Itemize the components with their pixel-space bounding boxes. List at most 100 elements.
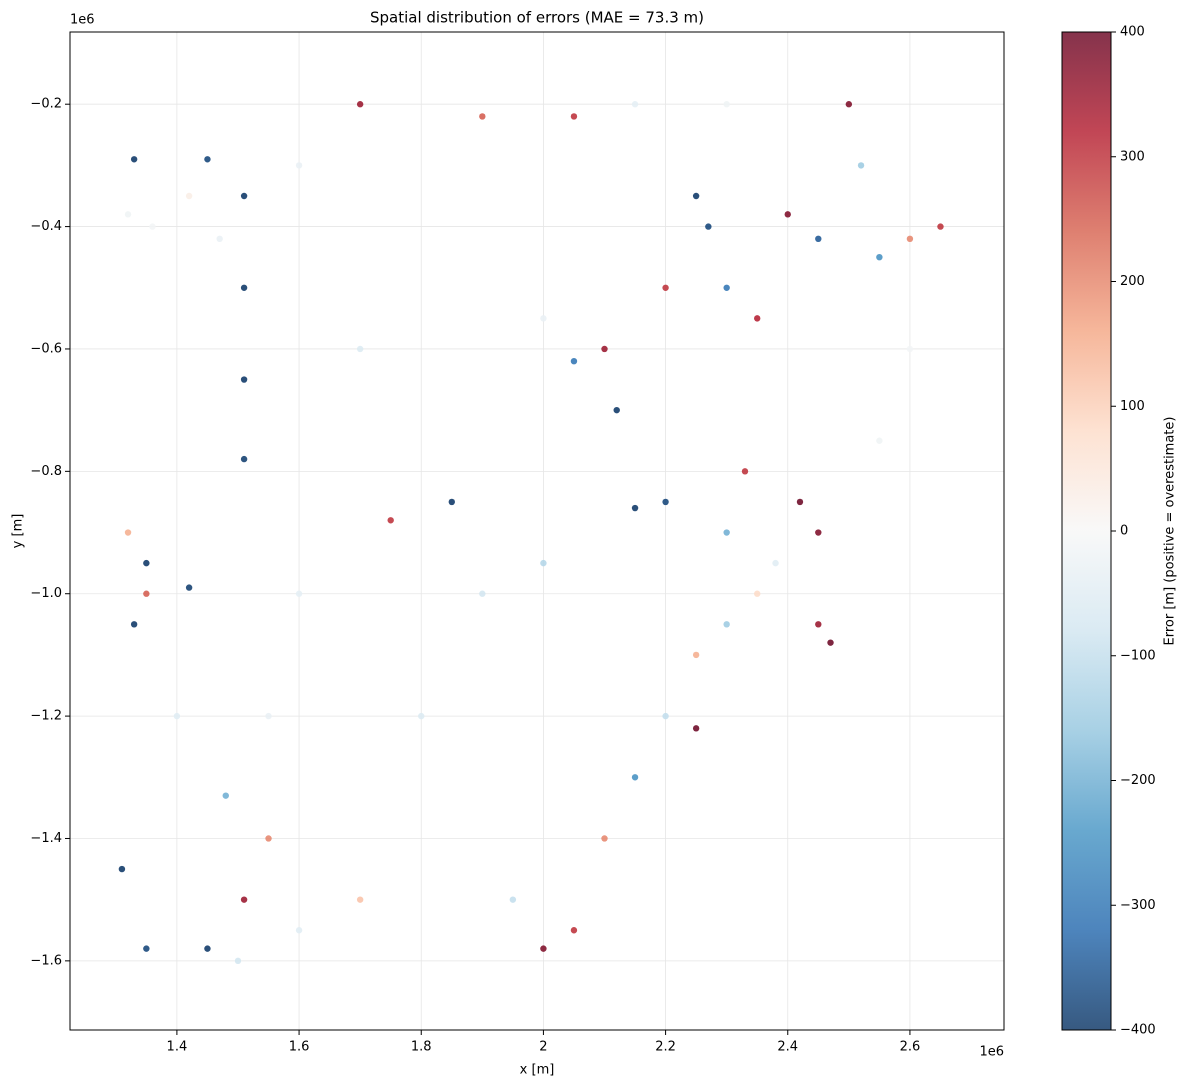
point [906,345,914,353]
point [143,590,150,597]
point [204,156,211,163]
colorbar-tick-label: −300 [1120,898,1156,913]
point [173,712,181,720]
point [723,101,730,108]
point [815,235,822,243]
point [937,223,944,230]
y-tick-label: −1.0 [30,586,62,601]
x-tick-label: 1.8 [411,1040,432,1055]
colorbar-tick-label: −400 [1120,1023,1156,1038]
point [613,406,620,414]
point [295,162,303,169]
point [143,559,150,567]
point [796,498,804,506]
y-tick-label: −0.8 [30,464,62,479]
point [387,517,394,524]
x-tick-label: 2.2 [655,1040,676,1055]
point [149,223,156,230]
point [906,235,914,243]
point [845,101,853,108]
x-offset-label: 1e6 [979,1045,1004,1060]
x-tick-label: 2 [539,1040,547,1055]
y-tick-label: −1.2 [30,709,62,724]
point [741,468,749,475]
x-tick-label: 2.4 [777,1040,798,1055]
point [356,896,364,903]
point [570,927,578,934]
point [295,927,303,934]
y-tick-label: −0.2 [30,97,62,112]
point [418,712,425,720]
point [240,455,248,463]
point [876,437,883,444]
point [509,896,517,903]
colorbar-tick-label: 0 [1120,524,1128,539]
point [754,315,761,322]
point [479,590,486,597]
point [815,529,822,536]
point [185,584,193,591]
point [815,621,822,628]
colorbar-label: Error [m] (positive = overestimate) [1163,417,1178,646]
plot-frame [69,31,1005,1031]
point [662,498,669,506]
point [240,192,248,200]
point [118,865,126,873]
point [130,156,138,163]
point [827,639,834,646]
point [448,498,455,506]
point [754,590,761,597]
x-tick-label: 1.4 [167,1040,188,1055]
point [772,559,779,567]
point [662,284,669,291]
x-tick-label: 1.6 [289,1040,310,1055]
point [570,357,578,365]
point [124,211,132,218]
point [692,192,700,200]
point [784,211,791,218]
point [234,957,242,965]
colorbar-tick-label: −100 [1120,648,1156,663]
x-axis-label: x [m] [520,1063,555,1078]
colorbar-tick-label: 200 [1120,274,1145,289]
point [240,376,248,383]
point [692,651,700,659]
x-tick-label: 2.6 [900,1040,921,1055]
point [601,835,608,842]
point [723,621,730,628]
colorbar [1061,31,1112,1031]
point [265,835,272,842]
colorbar-tick-label: 100 [1120,399,1145,414]
point [570,113,578,120]
point [143,945,150,952]
point [540,315,547,322]
point [705,223,712,230]
point [222,792,229,799]
point [479,113,486,120]
colorbar-tick-label: 400 [1120,25,1145,40]
y-tick-label: −0.6 [30,341,62,356]
point [240,896,248,903]
colorbar-tick-label: 300 [1120,149,1145,164]
point [601,345,608,353]
point [295,590,303,597]
y-offset-label: 1e6 [70,13,95,28]
point [631,774,639,781]
point [240,284,248,291]
y-tick-label: −1.6 [30,953,62,968]
point [356,101,364,108]
point [662,712,669,720]
point [540,945,547,952]
point [723,529,730,536]
chart-title: Spatial distribution of errors (MAE = 73… [370,9,704,27]
point [265,712,272,720]
point [356,345,364,353]
colorbar-tick-label: −200 [1120,773,1156,788]
point [124,529,132,536]
y-tick-label: −0.4 [30,219,62,234]
point [876,253,883,261]
point [185,192,193,200]
point [857,162,865,169]
